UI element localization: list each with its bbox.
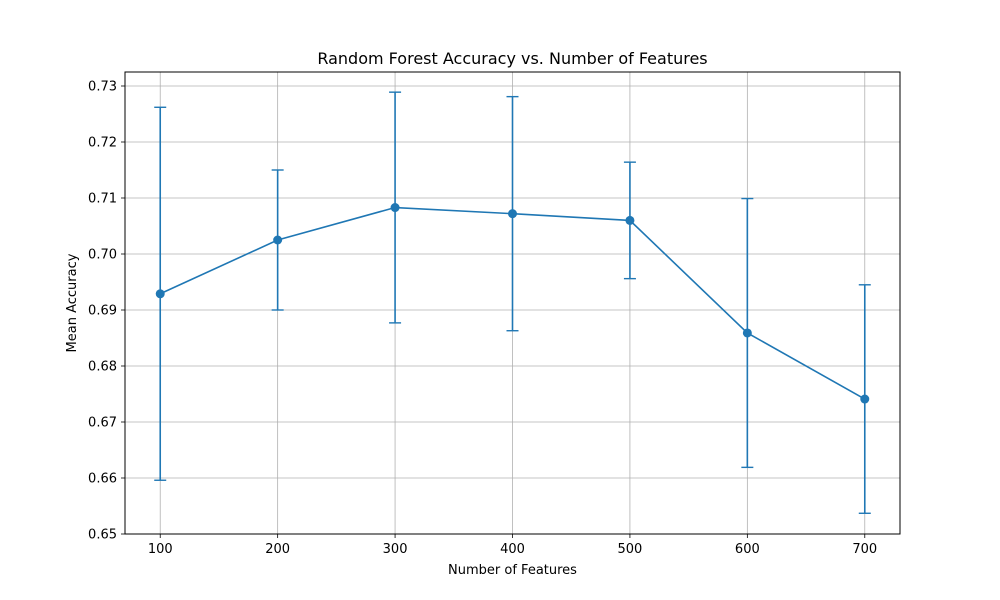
chart-title: Random Forest Accuracy vs. Number of Fea… [317,49,707,68]
data-point-marker [742,328,752,338]
y-tick-label: 0.70 [88,248,117,263]
data-markers [155,203,870,404]
data-point-marker [860,394,870,404]
y-tick-label: 0.67 [88,416,117,431]
y-tick-label: 0.66 [88,472,117,487]
y-tick-label: 0.69 [88,304,117,319]
data-point-marker [273,235,283,245]
data-point-marker [155,289,165,299]
y-tick-label: 0.72 [88,136,117,151]
y-tick-label: 0.71 [88,192,117,207]
x-tick-label: 400 [500,542,525,557]
data-point-marker [390,203,400,213]
x-tick-label: 700 [852,542,877,557]
data-point-marker [508,209,517,219]
x-tick-label: 200 [265,542,290,557]
x-tick-label: 300 [383,542,408,557]
y-tick-label: 0.73 [88,80,117,95]
x-tick-label: 600 [735,542,760,557]
y-tick-label: 0.68 [88,360,117,375]
y-tick-label: 0.65 [88,528,117,543]
x-axis-label: Number of Features [448,563,577,578]
data-point-marker [625,215,635,225]
x-tick-label: 500 [618,542,643,557]
x-tick-label: 100 [148,542,173,557]
x-axis-ticks: 100 200 300 400 500 600 700 [148,534,877,557]
y-axis-label: Mean Accuracy [65,253,80,352]
y-axis-ticks: 0.65 0.66 0.67 0.68 0.69 0.70 0.71 0.72 0.73 [88,80,125,543]
